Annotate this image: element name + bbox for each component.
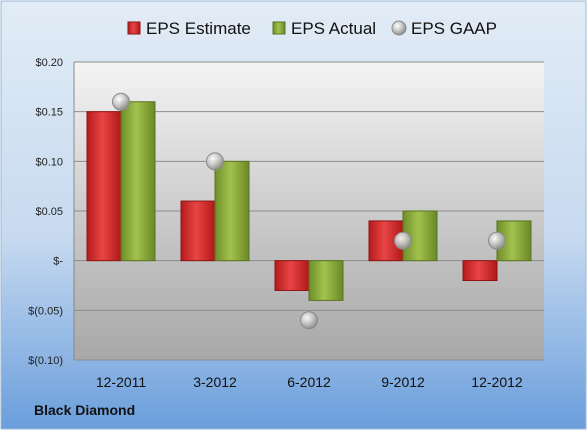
x-tick-label: 9-2012 xyxy=(381,374,425,390)
x-tick-label: 6-2012 xyxy=(287,374,331,390)
y-tick-label: $0.10 xyxy=(35,156,63,168)
eps-gaap-marker xyxy=(112,92,130,111)
eps-actual-bar xyxy=(214,160,250,262)
eps-estimate-bar xyxy=(180,200,216,262)
eps-estimate-bar xyxy=(86,111,122,262)
y-tick-label: $0.15 xyxy=(35,107,63,119)
y-tick-label: $0.05 xyxy=(35,206,63,218)
x-tick-label: 3-2012 xyxy=(193,374,237,390)
eps-estimate-bar xyxy=(274,260,310,291)
x-axis-labels: 12-2011 3-2012 6-2012 9-2012 12-2012 xyxy=(96,374,523,390)
eps-gaap-marker xyxy=(300,311,318,330)
legend: EPS Estimate EPS Actual EPS GAAP xyxy=(127,19,497,38)
legend-label: EPS Actual xyxy=(291,19,376,38)
y-tick-label: $(0.10) xyxy=(28,355,63,367)
gaap-markers xyxy=(112,92,506,330)
company-name: Black Diamond xyxy=(34,402,136,418)
y-tick-label: $0.20 xyxy=(35,57,63,69)
legend-label: EPS GAAP xyxy=(411,19,497,38)
x-tick-label: 12-2011 xyxy=(96,374,147,390)
eps-actual-bar xyxy=(120,101,156,262)
eps-actual-bar xyxy=(308,260,344,301)
eps-gaap-marker xyxy=(488,231,506,250)
y-tick-label: $- xyxy=(53,256,63,268)
x-tick-label: 12-2012 xyxy=(471,374,523,390)
y-tick-label: $(0.05) xyxy=(28,305,63,317)
eps-gaap-marker xyxy=(206,152,224,171)
legend-gaap-swatch xyxy=(391,20,407,36)
legend-estimate-swatch xyxy=(127,21,141,35)
eps-estimate-bar xyxy=(462,260,498,282)
legend-label: EPS Estimate xyxy=(146,19,251,38)
eps-gaap-marker xyxy=(394,231,412,250)
legend-actual-swatch xyxy=(272,21,286,35)
bars xyxy=(86,101,532,301)
y-axis-labels: $0.20 $0.15 $0.10 $0.05 $- $(0.05) $(0.10) xyxy=(28,57,63,367)
